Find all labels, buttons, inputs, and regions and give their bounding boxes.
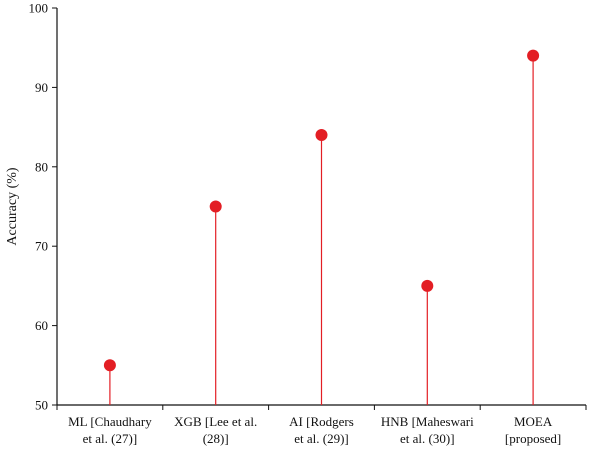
x-category-label: ML [Chaudhary et al. (27)] — [68, 414, 152, 446]
y-tick-label: 80 — [35, 159, 48, 174]
y-tick-label: 70 — [35, 239, 48, 254]
y-axis-title: Accuracy (%) — [5, 167, 20, 245]
data-point — [103, 359, 116, 372]
data-point — [315, 129, 328, 142]
y-tick-label: 100 — [29, 1, 49, 16]
x-category-label: MOEA [proposed] — [505, 414, 561, 446]
x-category-label: AI [Rodgers et al. (29)] — [289, 414, 354, 446]
y-tick-label: 90 — [35, 80, 48, 95]
category-labels: ML [Chaudhary et al. (27)] XGB [Lee et al.… — [68, 414, 561, 446]
y-tick-label: 60 — [35, 318, 48, 333]
axes: 50 60 70 80 90 100 — [29, 1, 587, 413]
data-point — [527, 49, 540, 62]
x-category-label: HNB [Maheswari et al. (30)] — [381, 414, 474, 446]
data-points — [103, 49, 540, 372]
data-point — [209, 200, 222, 213]
y-tick-label: 50 — [35, 398, 48, 413]
data-point — [421, 279, 434, 292]
stems — [109, 55, 534, 405]
x-category-label: XGB [Lee et al. (28)] — [174, 414, 257, 446]
